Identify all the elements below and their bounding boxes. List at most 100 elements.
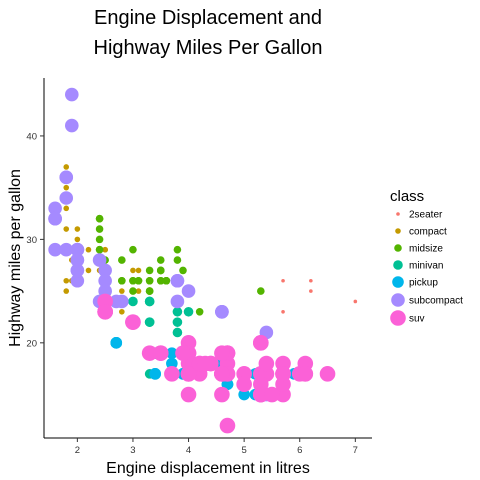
point-midsize-6 xyxy=(145,276,154,285)
point-suv-29 xyxy=(141,345,158,361)
x-tick-label-5: 7 xyxy=(353,445,358,456)
point-2seater-0 xyxy=(281,278,285,283)
point-pickup-1 xyxy=(166,357,178,370)
x-axis-ticks: 2 3 4 5 6 7 xyxy=(75,438,358,456)
chart-title-line-1: Engine Displacement and xyxy=(94,7,322,29)
point-midsize-32 xyxy=(129,276,137,285)
point-compact-7 xyxy=(63,277,70,284)
point-compact-34 xyxy=(119,308,125,315)
points-layer xyxy=(48,87,358,434)
y-axis-title: Highway miles per gallon xyxy=(7,169,24,347)
point-minivan-9 xyxy=(172,306,183,317)
point-suv-37 xyxy=(236,376,252,393)
legend-entries: 2seater compact midsize minivan pickup subcom… xyxy=(390,210,463,326)
point-midsize-37 xyxy=(118,256,126,264)
point-2seater-1 xyxy=(281,309,285,314)
point-subcompact-10 xyxy=(65,118,79,133)
x-tick-label-3: 5 xyxy=(241,445,246,456)
point-compact-13 xyxy=(135,288,142,294)
point-suv-8 xyxy=(319,366,336,382)
point-midsize-41 xyxy=(118,276,126,285)
point-subcompact-13 xyxy=(70,242,85,257)
point-midsize-42 xyxy=(129,245,137,254)
legend-key-midsize xyxy=(394,244,402,252)
point-2seater-3 xyxy=(309,289,313,293)
legend-key-subcompact xyxy=(391,293,405,307)
point-compact-17 xyxy=(63,184,70,191)
point-suv-43 xyxy=(175,345,191,361)
legend-key-compact xyxy=(395,228,401,234)
point-suv-14 xyxy=(214,386,230,403)
point-compact-12 xyxy=(119,288,125,294)
point-suv-50 xyxy=(253,386,269,403)
point-midsize-28 xyxy=(145,287,154,295)
point-pickup-25 xyxy=(149,368,161,380)
point-subcompact-11 xyxy=(65,87,79,102)
point-compact-14 xyxy=(63,226,70,232)
x-tick-label-1: 3 xyxy=(130,445,135,456)
point-subcompact-22 xyxy=(170,294,185,309)
point-subcompact-26 xyxy=(215,304,229,319)
point-2seater-4 xyxy=(353,299,358,304)
legend: class 2seater compact midsize minivan pickup… xyxy=(390,188,463,326)
point-subcompact-14 xyxy=(98,263,112,278)
point-minivan-10 xyxy=(183,306,194,317)
point-midsize-5 xyxy=(145,266,154,275)
point-subcompact-3 xyxy=(48,242,62,257)
point-suv-40 xyxy=(125,314,141,330)
point-suv-61 xyxy=(214,366,230,382)
point-compact-15 xyxy=(63,205,70,212)
point-suv-35 xyxy=(180,366,197,382)
point-compact-3 xyxy=(74,236,81,243)
point-compact-16 xyxy=(63,164,70,170)
point-compact-8 xyxy=(63,288,70,294)
point-suv-57 xyxy=(264,386,280,403)
legend-key-minivan xyxy=(393,260,403,270)
point-suv-33 xyxy=(164,366,180,382)
legend-key-2seater xyxy=(396,212,400,216)
legend-label-midsize: midsize xyxy=(409,244,443,255)
point-subcompact-5 xyxy=(59,191,74,205)
point-midsize-47 xyxy=(179,266,187,275)
legend-label-minivan: minivan xyxy=(409,261,443,272)
point-midsize-2 xyxy=(195,307,204,316)
point-midsize-12 xyxy=(95,225,104,233)
point-subcompact-0 xyxy=(48,201,62,216)
legend-label-pickup: pickup xyxy=(409,278,438,289)
point-suv-58 xyxy=(202,355,219,372)
point-suv-60 xyxy=(152,345,169,361)
point-subcompact-7 xyxy=(59,170,74,185)
point-midsize-36 xyxy=(95,245,104,254)
point-subcompact-4 xyxy=(48,211,62,226)
point-midsize-33 xyxy=(156,256,165,264)
point-midsize-20 xyxy=(95,214,104,223)
point-midsize-44 xyxy=(129,287,137,295)
point-midsize-11 xyxy=(95,235,104,244)
point-compact-28 xyxy=(130,267,136,274)
point-compact-2 xyxy=(74,226,81,232)
legend-key-pickup xyxy=(392,276,404,288)
point-subcompact-34 xyxy=(59,242,74,257)
point-midsize-18 xyxy=(156,276,165,285)
point-pickup-30 xyxy=(238,388,250,401)
point-subcompact-9 xyxy=(70,273,85,288)
point-minivan-3 xyxy=(144,317,155,327)
legend-key-suv xyxy=(390,310,406,326)
x-tick-label-4: 6 xyxy=(297,445,302,456)
point-pickup-11 xyxy=(110,337,123,349)
point-subcompact-30 xyxy=(98,273,112,288)
y-tick-label-2: 40 xyxy=(26,131,37,142)
point-suv-55 xyxy=(180,386,197,403)
y-axis-ticks: 20 30 40 xyxy=(26,131,44,349)
point-midsize-34 xyxy=(156,266,165,275)
point-minivan-5 xyxy=(144,296,155,307)
legend-label-suv: suv xyxy=(409,314,425,325)
point-suv-53 xyxy=(97,303,113,320)
x-axis-title: Engine displacement in litres xyxy=(106,460,310,477)
y-tick-label-1: 30 xyxy=(26,235,37,246)
point-suv-47 xyxy=(275,366,291,382)
point-suv-51 xyxy=(219,417,236,434)
point-minivan-7 xyxy=(172,317,183,327)
point-pickup-0 xyxy=(166,347,178,359)
